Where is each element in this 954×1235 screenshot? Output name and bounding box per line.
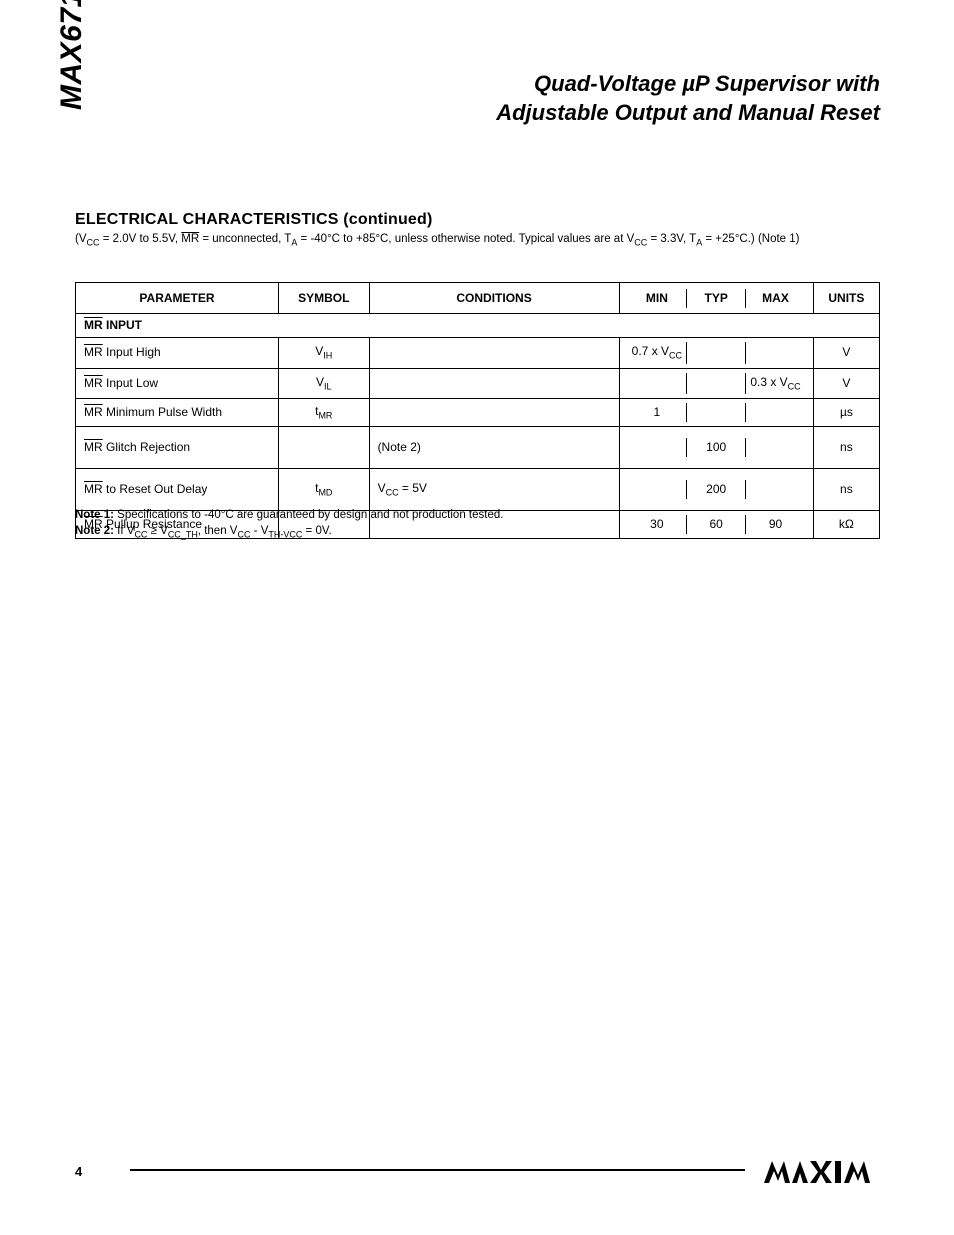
cell-symbol: VIL — [278, 368, 369, 399]
cell-values: 1 — [619, 399, 813, 427]
page-number: 4 — [75, 1164, 82, 1180]
cell-symbol: VIH — [278, 338, 369, 369]
cell-units: µs — [813, 399, 879, 427]
cell-conditions — [369, 368, 619, 399]
cell-values: 200 — [619, 469, 813, 511]
cell-max: 0.3 x VCC — [746, 373, 805, 395]
cell-values: 100 — [619, 427, 813, 469]
hdr-max: MAX — [746, 289, 805, 308]
hdr-conditions: CONDITIONS — [369, 283, 619, 314]
cell-symbol: tMR — [278, 399, 369, 427]
cell-max — [746, 480, 805, 499]
cell-conditions — [369, 399, 619, 427]
table-section-label: MR INPUT — [76, 314, 880, 338]
footer-rule — [130, 1169, 745, 1171]
section-heading: ELECTRICAL CHARACTERISTICS (continued) — [75, 210, 433, 230]
table-row: MR Glitch Rejection (Note 2) 100 ns — [76, 427, 880, 469]
cell-max — [746, 403, 805, 422]
cell-units: ns — [813, 427, 879, 469]
cell-min — [628, 373, 687, 395]
cell-typ — [687, 403, 746, 422]
note-1: Note 1: Specifications to -40°C are guar… — [75, 508, 880, 522]
spec-table: PARAMETER SYMBOL CONDITIONS MIN TYP MAX … — [75, 282, 880, 539]
cell-units: V — [813, 338, 879, 369]
cell-param: MR Input Low — [76, 368, 279, 399]
cell-units: ns — [813, 469, 879, 511]
cell-conditions: (Note 2) — [369, 427, 619, 469]
note-2: Note 2: If VCC ≥ VCC_TH, then VCC - VTH-… — [75, 524, 880, 541]
table-section-row: MR INPUT — [76, 314, 880, 338]
table-row: MR Input Low VIL 0.3 x VCC V — [76, 368, 880, 399]
table-row: MR Minimum Pulse Width tMR 1 µs — [76, 399, 880, 427]
cell-symbol: tMD — [278, 469, 369, 511]
cell-values: 0.7 x VCC — [619, 338, 813, 369]
cell-typ: 100 — [687, 438, 746, 457]
cell-min — [628, 480, 687, 499]
table-row: MR to Reset Out Delay tMD VCC = 5V 200 n… — [76, 469, 880, 511]
maxim-logo — [764, 1157, 879, 1189]
cell-param: MR Minimum Pulse Width — [76, 399, 279, 427]
hdr-min: MIN — [628, 289, 687, 308]
cell-conditions — [369, 338, 619, 369]
cell-min — [628, 438, 687, 457]
table-header-row: PARAMETER SYMBOL CONDITIONS MIN TYP MAX … — [76, 283, 880, 314]
hdr-symbol: SYMBOL — [278, 283, 369, 314]
hdr-units: UNITS — [813, 283, 879, 314]
hdr-typ: TYP — [687, 289, 746, 308]
cell-param: MR Input High — [76, 338, 279, 369]
cell-max — [746, 342, 805, 364]
cell-symbol — [278, 427, 369, 469]
cell-min: 0.7 x VCC — [628, 342, 687, 364]
cell-conditions: VCC = 5V — [369, 469, 619, 511]
page-title: Quad-Voltage µP Supervisor with Adjustab… — [340, 70, 880, 127]
cell-param: MR to Reset Out Delay — [76, 469, 279, 511]
cell-values: 0.3 x VCC — [619, 368, 813, 399]
title-line-2: Adjustable Output and Manual Reset — [340, 99, 880, 128]
cell-max — [746, 438, 805, 457]
cell-typ: 200 — [687, 480, 746, 499]
cell-min: 1 — [628, 403, 687, 422]
cell-units: V — [813, 368, 879, 399]
title-line-1: Quad-Voltage µP Supervisor with — [340, 70, 880, 99]
hdr-parameter: PARAMETER — [76, 283, 279, 314]
cell-param: MR Glitch Rejection — [76, 427, 279, 469]
table-row: MR Input High VIH 0.7 x VCC V — [76, 338, 880, 369]
cell-typ — [687, 342, 746, 364]
section-conditions: (VCC = 2.0V to 5.5V, MR = unconnected, T… — [75, 232, 880, 248]
hdr-values: MIN TYP MAX — [619, 283, 813, 314]
product-name: MAX6714 — [53, 0, 91, 110]
cell-typ — [687, 373, 746, 395]
sidebar-product-label: MAX6714 — [0, 0, 60, 220]
